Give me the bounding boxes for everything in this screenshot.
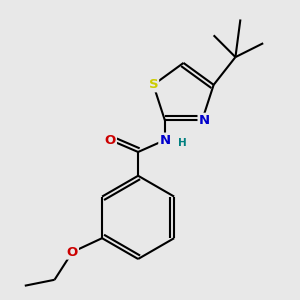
- Text: N: N: [199, 114, 210, 127]
- Text: N: N: [159, 134, 170, 147]
- Text: S: S: [148, 78, 158, 91]
- Text: O: O: [67, 245, 78, 259]
- Text: H: H: [178, 138, 187, 148]
- Text: O: O: [105, 134, 116, 147]
